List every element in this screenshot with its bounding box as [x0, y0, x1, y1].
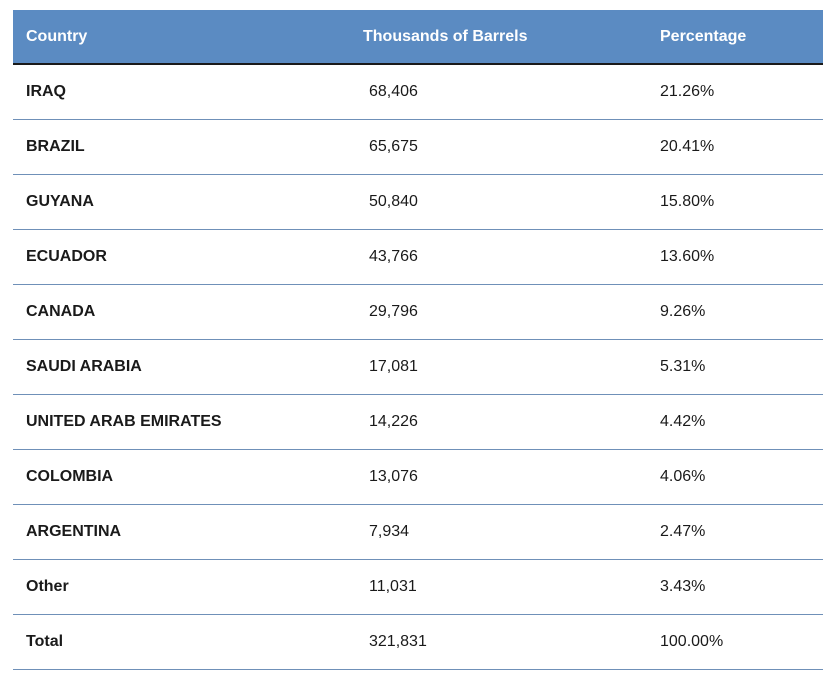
cell-country: COLOMBIA	[13, 449, 363, 505]
table-row: ECUADOR 43,766 13.60%	[13, 229, 823, 285]
cell-percentage: 13.60%	[660, 229, 823, 285]
cell-percentage: 4.42%	[660, 394, 823, 450]
cell-country: IRAQ	[13, 64, 363, 120]
cell-barrels: 7,934	[363, 504, 660, 560]
cell-percentage: 21.26%	[660, 64, 823, 120]
table-row: BRAZIL 65,675 20.41%	[13, 119, 823, 175]
imports-table-container: Country Thousands of Barrels Percentage …	[13, 10, 823, 670]
cell-percentage: 3.43%	[660, 559, 823, 615]
table-row: IRAQ 68,406 21.26%	[13, 64, 823, 120]
cell-barrels: 65,675	[363, 119, 660, 175]
table-row: UNITED ARAB EMIRATES 14,226 4.42%	[13, 394, 823, 450]
crude-oil-imports-table: Country Thousands of Barrels Percentage …	[13, 10, 823, 670]
table-body: IRAQ 68,406 21.26% BRAZIL 65,675 20.41% …	[13, 64, 823, 670]
cell-barrels: 321,831	[363, 614, 660, 670]
cell-country: GUYANA	[13, 174, 363, 230]
cell-barrels: 50,840	[363, 174, 660, 230]
cell-country: ECUADOR	[13, 229, 363, 285]
table-row: GUYANA 50,840 15.80%	[13, 174, 823, 230]
cell-country: ARGENTINA	[13, 504, 363, 560]
table-row: COLOMBIA 13,076 4.06%	[13, 449, 823, 505]
cell-country: SAUDI ARABIA	[13, 339, 363, 395]
cell-barrels: 17,081	[363, 339, 660, 395]
table-row: SAUDI ARABIA 17,081 5.31%	[13, 339, 823, 395]
cell-barrels: 13,076	[363, 449, 660, 505]
cell-country: UNITED ARAB EMIRATES	[13, 394, 363, 450]
cell-percentage: 15.80%	[660, 174, 823, 230]
cell-country: Other	[13, 559, 363, 615]
cell-barrels: 11,031	[363, 559, 660, 615]
table-row: Other 11,031 3.43%	[13, 559, 823, 615]
table-row: ARGENTINA 7,934 2.47%	[13, 504, 823, 560]
table-row: CANADA 29,796 9.26%	[13, 284, 823, 340]
cell-barrels: 68,406	[363, 64, 660, 120]
cell-percentage: 100.00%	[660, 614, 823, 670]
cell-country: CANADA	[13, 284, 363, 340]
cell-country: BRAZIL	[13, 119, 363, 175]
cell-barrels: 43,766	[363, 229, 660, 285]
table-row-total: Total 321,831 100.00%	[13, 614, 823, 670]
column-header-country: Country	[13, 10, 363, 65]
cell-percentage: 20.41%	[660, 119, 823, 175]
cell-percentage: 4.06%	[660, 449, 823, 505]
cell-percentage: 2.47%	[660, 504, 823, 560]
cell-percentage: 9.26%	[660, 284, 823, 340]
table-header-row: Country Thousands of Barrels Percentage	[13, 10, 823, 65]
column-header-percentage: Percentage	[660, 10, 823, 65]
cell-barrels: 29,796	[363, 284, 660, 340]
cell-percentage: 5.31%	[660, 339, 823, 395]
column-header-barrels: Thousands of Barrels	[363, 10, 660, 65]
table-header: Country Thousands of Barrels Percentage	[13, 10, 823, 65]
cell-country: Total	[13, 614, 363, 670]
cell-barrels: 14,226	[363, 394, 660, 450]
